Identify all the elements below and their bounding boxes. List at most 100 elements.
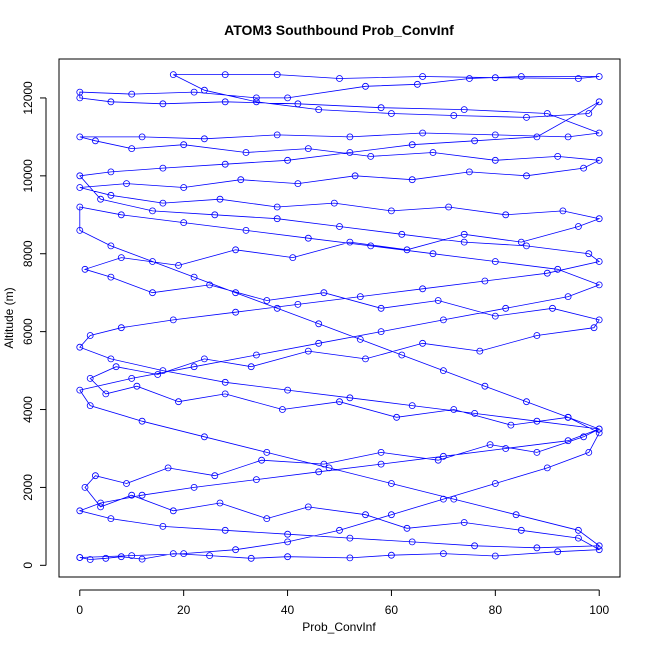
data-point [559,207,567,215]
data-point [159,100,167,108]
data-point [387,480,395,487]
data-point [595,425,603,433]
data-point [575,526,582,534]
data-point [159,164,167,172]
data-point [362,511,369,519]
data-point [377,448,385,456]
data-point [107,242,115,250]
data-point [408,176,416,184]
data-point [263,448,271,456]
data-point [284,553,292,561]
data-point [517,73,525,80]
data-point [408,538,416,546]
plot-frame [58,58,621,578]
data-point [200,355,208,363]
data-point [107,273,115,281]
data-point [460,106,468,113]
data-point [102,554,110,562]
data-point [273,304,281,312]
data-point [533,332,541,339]
data-point [533,448,541,456]
data-point [200,433,208,441]
data-point [434,456,442,464]
data-point [336,398,343,406]
data-point [76,88,84,96]
data-point [512,511,520,519]
data-point [190,88,198,96]
data-point [315,106,323,113]
data-point [533,133,541,141]
data-point [284,538,292,546]
data-point [377,328,385,336]
data-point [377,304,385,312]
x-axis: 0 20 40 60 80 100 [76,589,610,617]
data-point [128,90,136,98]
data-point [221,160,229,168]
data-point [315,468,323,476]
data-point [263,297,271,304]
data-point [216,499,224,507]
data-point [258,456,266,464]
data-point [346,238,354,246]
data-point [315,339,323,347]
data-point [169,71,177,78]
data-point [491,258,499,265]
data-point [315,320,323,328]
data-point [575,75,582,82]
data-point [206,552,214,559]
data-point [336,223,343,230]
data-point [595,542,603,550]
data-point [481,277,489,285]
data-point [439,452,447,460]
data-point [232,246,240,254]
y-tick-label: 12000 [21,81,35,115]
data-point [304,347,312,355]
data-point [76,203,84,211]
data-point [154,371,162,378]
data-point [232,308,240,316]
data-point [549,304,556,312]
data-point [387,551,395,559]
data-point [289,254,297,262]
data-point [304,145,312,153]
x-tick-label: 20 [177,603,191,617]
data-point [450,406,458,413]
data-point [216,195,224,203]
data-point [180,184,188,191]
data-point [595,98,603,106]
data-point [554,152,562,160]
data-point [595,258,603,265]
data-point [149,258,156,265]
data-point [252,98,260,106]
data-point [450,495,458,503]
data-point [367,152,375,160]
data-point [128,491,136,499]
data-point [138,555,146,563]
data-point [273,131,281,139]
data-point [76,507,84,515]
data-point [564,437,572,445]
data-point [221,71,229,78]
data-point [237,176,245,184]
data-point [419,73,427,80]
data-point [533,544,541,552]
data-point [387,511,395,519]
data-point [169,550,177,557]
data-point [138,417,146,425]
data-point [273,215,281,223]
data-point [175,398,182,406]
data-point [190,273,198,281]
data-point [81,483,89,491]
data-point [273,203,281,211]
data-point [330,199,338,207]
data-point [263,515,271,522]
data-point [76,184,84,191]
data-point [471,409,479,417]
data-point [429,149,437,156]
data-point [346,133,354,141]
data-point [471,137,479,145]
data-point [346,394,354,402]
data-point [159,367,167,375]
data-point [107,191,115,199]
